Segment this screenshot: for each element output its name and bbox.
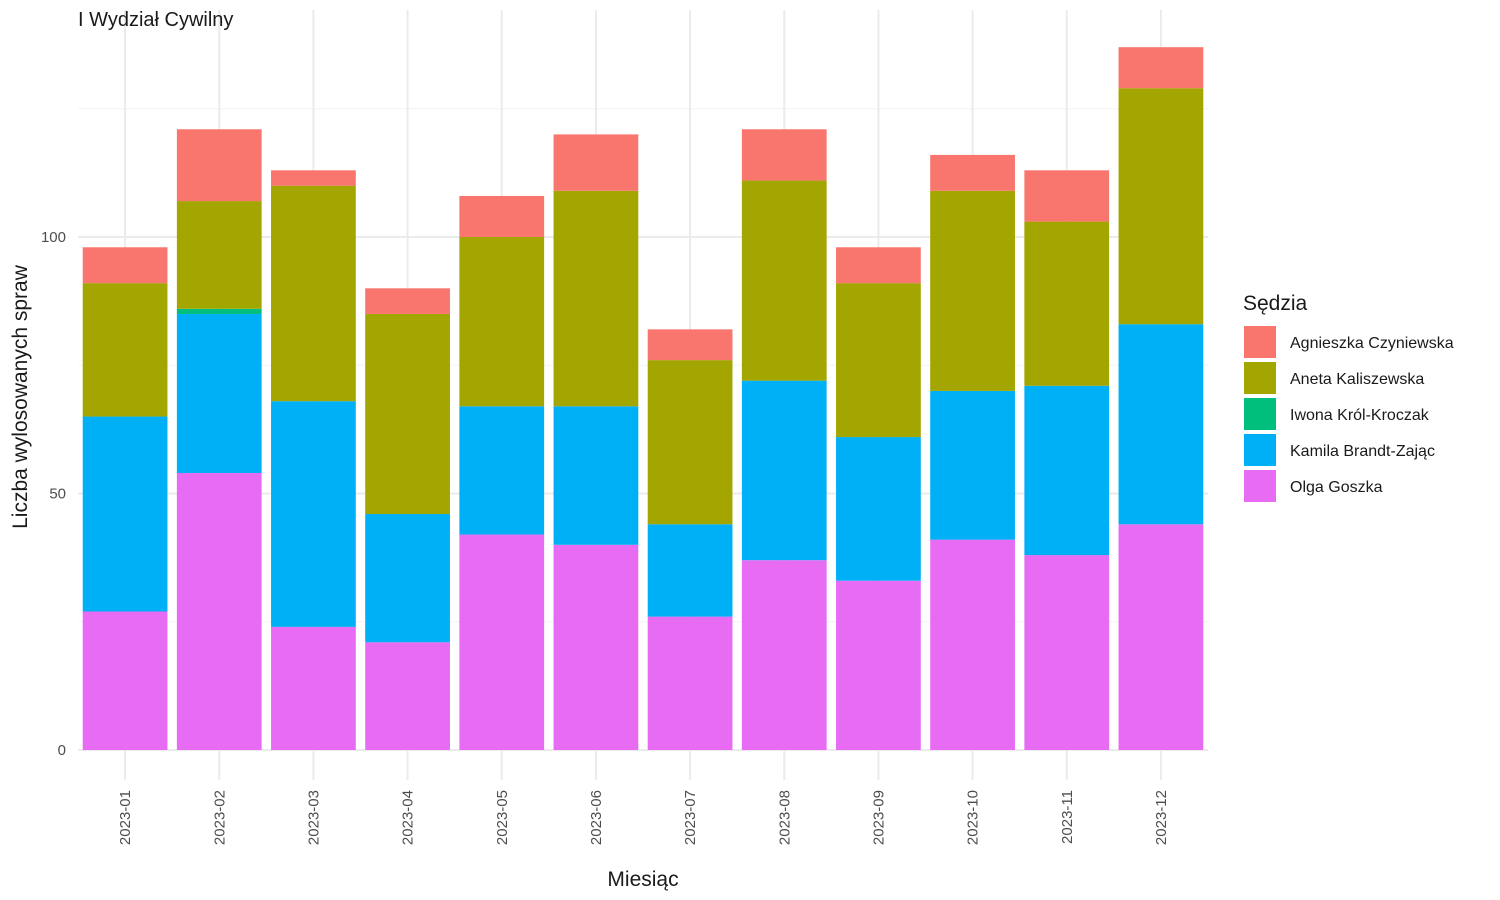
bar-segment-kamila-brandt-zaj-c [365,514,450,643]
bar-segment-aneta-kaliszewska [647,360,733,525]
bar-segment-kamila-brandt-zaj-c [553,406,639,545]
bar-segment-agnieszka-czyniewska [1118,47,1204,89]
axis-layer: 0 50 100 2023-01 2023-02 2023-03 2023-04 2023-0… [41,229,1170,845]
bar-segment-kamila-brandt-zaj-c [82,416,168,612]
x-tick-label: 2023-01 [117,790,134,845]
bar-segment-aneta-kaliszewska [459,237,545,407]
legend-swatch [1244,326,1276,358]
bar-segment-aneta-kaliszewska [836,283,921,438]
x-tick-label: 2023-11 [1059,790,1076,844]
bar-segment-aneta-kaliszewska [82,283,168,417]
x-tick-label: 2023-03 [305,790,322,845]
x-tick-label: 2023-07 [682,790,699,845]
bar-segment-olga-goszka [930,539,1015,750]
bar-segment-olga-goszka [271,626,356,750]
bar-segment-olga-goszka [82,611,168,750]
x-tick-label: 2023-04 [400,790,417,845]
bar-segment-olga-goszka [836,580,921,750]
bar-segment-olga-goszka [647,616,733,750]
bar-segment-olga-goszka [741,560,827,750]
legend-swatch [1244,470,1276,502]
bar-segment-kamila-brandt-zaj-c [741,380,827,561]
y-tick-label: 0 [58,742,66,759]
bar-segment-kamila-brandt-zaj-c [1024,385,1110,556]
bar-segment-olga-goszka [1118,524,1204,750]
x-tick-label: 2023-12 [1153,790,1170,845]
bar-segment-agnieszka-czyniewska [741,129,827,181]
bar-segment-olga-goszka [176,472,262,750]
bar-segment-olga-goszka [459,534,545,750]
legend-title: Sędzia [1243,292,1308,315]
legend-label: Aneta Kaliszewska [1290,371,1424,388]
bar-segment-aneta-kaliszewska [176,201,262,309]
chart-title: I Wydział Cywilny [78,9,233,31]
x-axis-title: Miesiąc [607,868,678,891]
y-axis-title: Liczba wylosowanych spraw [9,264,32,529]
y-tick-label: 50 [49,486,66,503]
x-tick-label: 2023-06 [588,790,605,845]
bar-segment-aneta-kaliszewska [271,185,356,402]
bar-segment-agnieszka-czyniewska [271,170,356,186]
x-tick-label: 2023-08 [776,790,793,845]
bar-segment-kamila-brandt-zaj-c [459,406,545,535]
bar-segment-kamila-brandt-zaj-c [1118,324,1204,525]
bar-segment-aneta-kaliszewska [553,190,639,407]
bar-segment-agnieszka-czyniewska [647,329,733,361]
bar-segment-agnieszka-czyniewska [176,129,262,202]
bar-segment-agnieszka-czyniewska [836,247,921,284]
bar-segment-agnieszka-czyniewska [1024,170,1110,222]
bar-segment-kamila-brandt-zaj-c [176,313,262,473]
bar-segment-olga-goszka [553,544,639,750]
bars-layer [82,47,1204,750]
bar-segment-kamila-brandt-zaj-c [271,401,356,627]
bar-segment-olga-goszka [1024,555,1110,750]
legend-label: Iwona Król-Kroczak [1290,407,1430,424]
bar-segment-aneta-kaliszewska [1118,88,1204,325]
y-tick-label: 100 [41,229,66,246]
bar-segment-aneta-kaliszewska [1024,221,1110,386]
bar-segment-agnieszka-czyniewska [82,247,168,284]
bar-segment-agnieszka-czyniewska [365,288,450,314]
x-tick-label: 2023-10 [965,790,982,845]
bar-segment-kamila-brandt-zaj-c [647,524,733,617]
bar-segment-agnieszka-czyniewska [553,134,639,191]
bar-segment-kamila-brandt-zaj-c [836,437,921,581]
legend-swatch [1244,434,1276,466]
bar-segment-aneta-kaliszewska [930,190,1015,391]
legend-label: Kamila Brandt-Zając [1290,443,1435,460]
x-tick-label: 2023-09 [870,790,887,845]
legend-label: Olga Goszka [1290,479,1383,496]
bar-segment-olga-goszka [365,642,450,750]
x-tick-label: 2023-05 [494,790,511,845]
bar-segment-kamila-brandt-zaj-c [930,390,1015,540]
bar-segment-iwona-kr-l-kroczak [176,308,262,314]
bar-segment-aneta-kaliszewska [365,313,450,515]
bar-segment-agnieszka-czyniewska [459,195,545,237]
legend: Sędzia Agnieszka Czyniewska Aneta Kalisze… [1243,292,1454,502]
legend-swatch [1244,362,1276,394]
x-tick-label: 2023-02 [211,790,228,845]
legend-swatch [1244,398,1276,430]
bar-segment-aneta-kaliszewska [741,180,827,381]
bar-segment-agnieszka-czyniewska [930,154,1015,191]
legend-label: Agnieszka Czyniewska [1290,335,1454,352]
